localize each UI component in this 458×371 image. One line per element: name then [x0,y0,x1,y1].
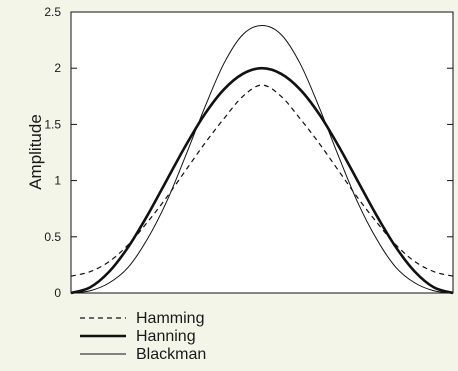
y-tick-label: 1.5 [44,117,61,131]
y-axis-label: Amplitude [26,114,45,190]
y-tick-label: 0.5 [44,230,61,244]
y-tick-label: 0 [54,286,61,300]
legend-label-hamming: Hamming [136,310,204,327]
y-ticks: 0 0.5 1 1.5 2 2.5 [44,5,453,300]
y-tick-label: 2.5 [44,5,61,19]
plot-area [70,11,454,294]
series-line-hanning [70,66,454,295]
y-tick-label: 1 [54,174,61,188]
series-lines [70,24,454,295]
y-tick-label: 2 [54,61,61,75]
series-line-blackman [70,24,454,294]
legend-label-hanning: Hanning [136,328,196,345]
legend-label-blackman: Blackman [136,346,206,363]
